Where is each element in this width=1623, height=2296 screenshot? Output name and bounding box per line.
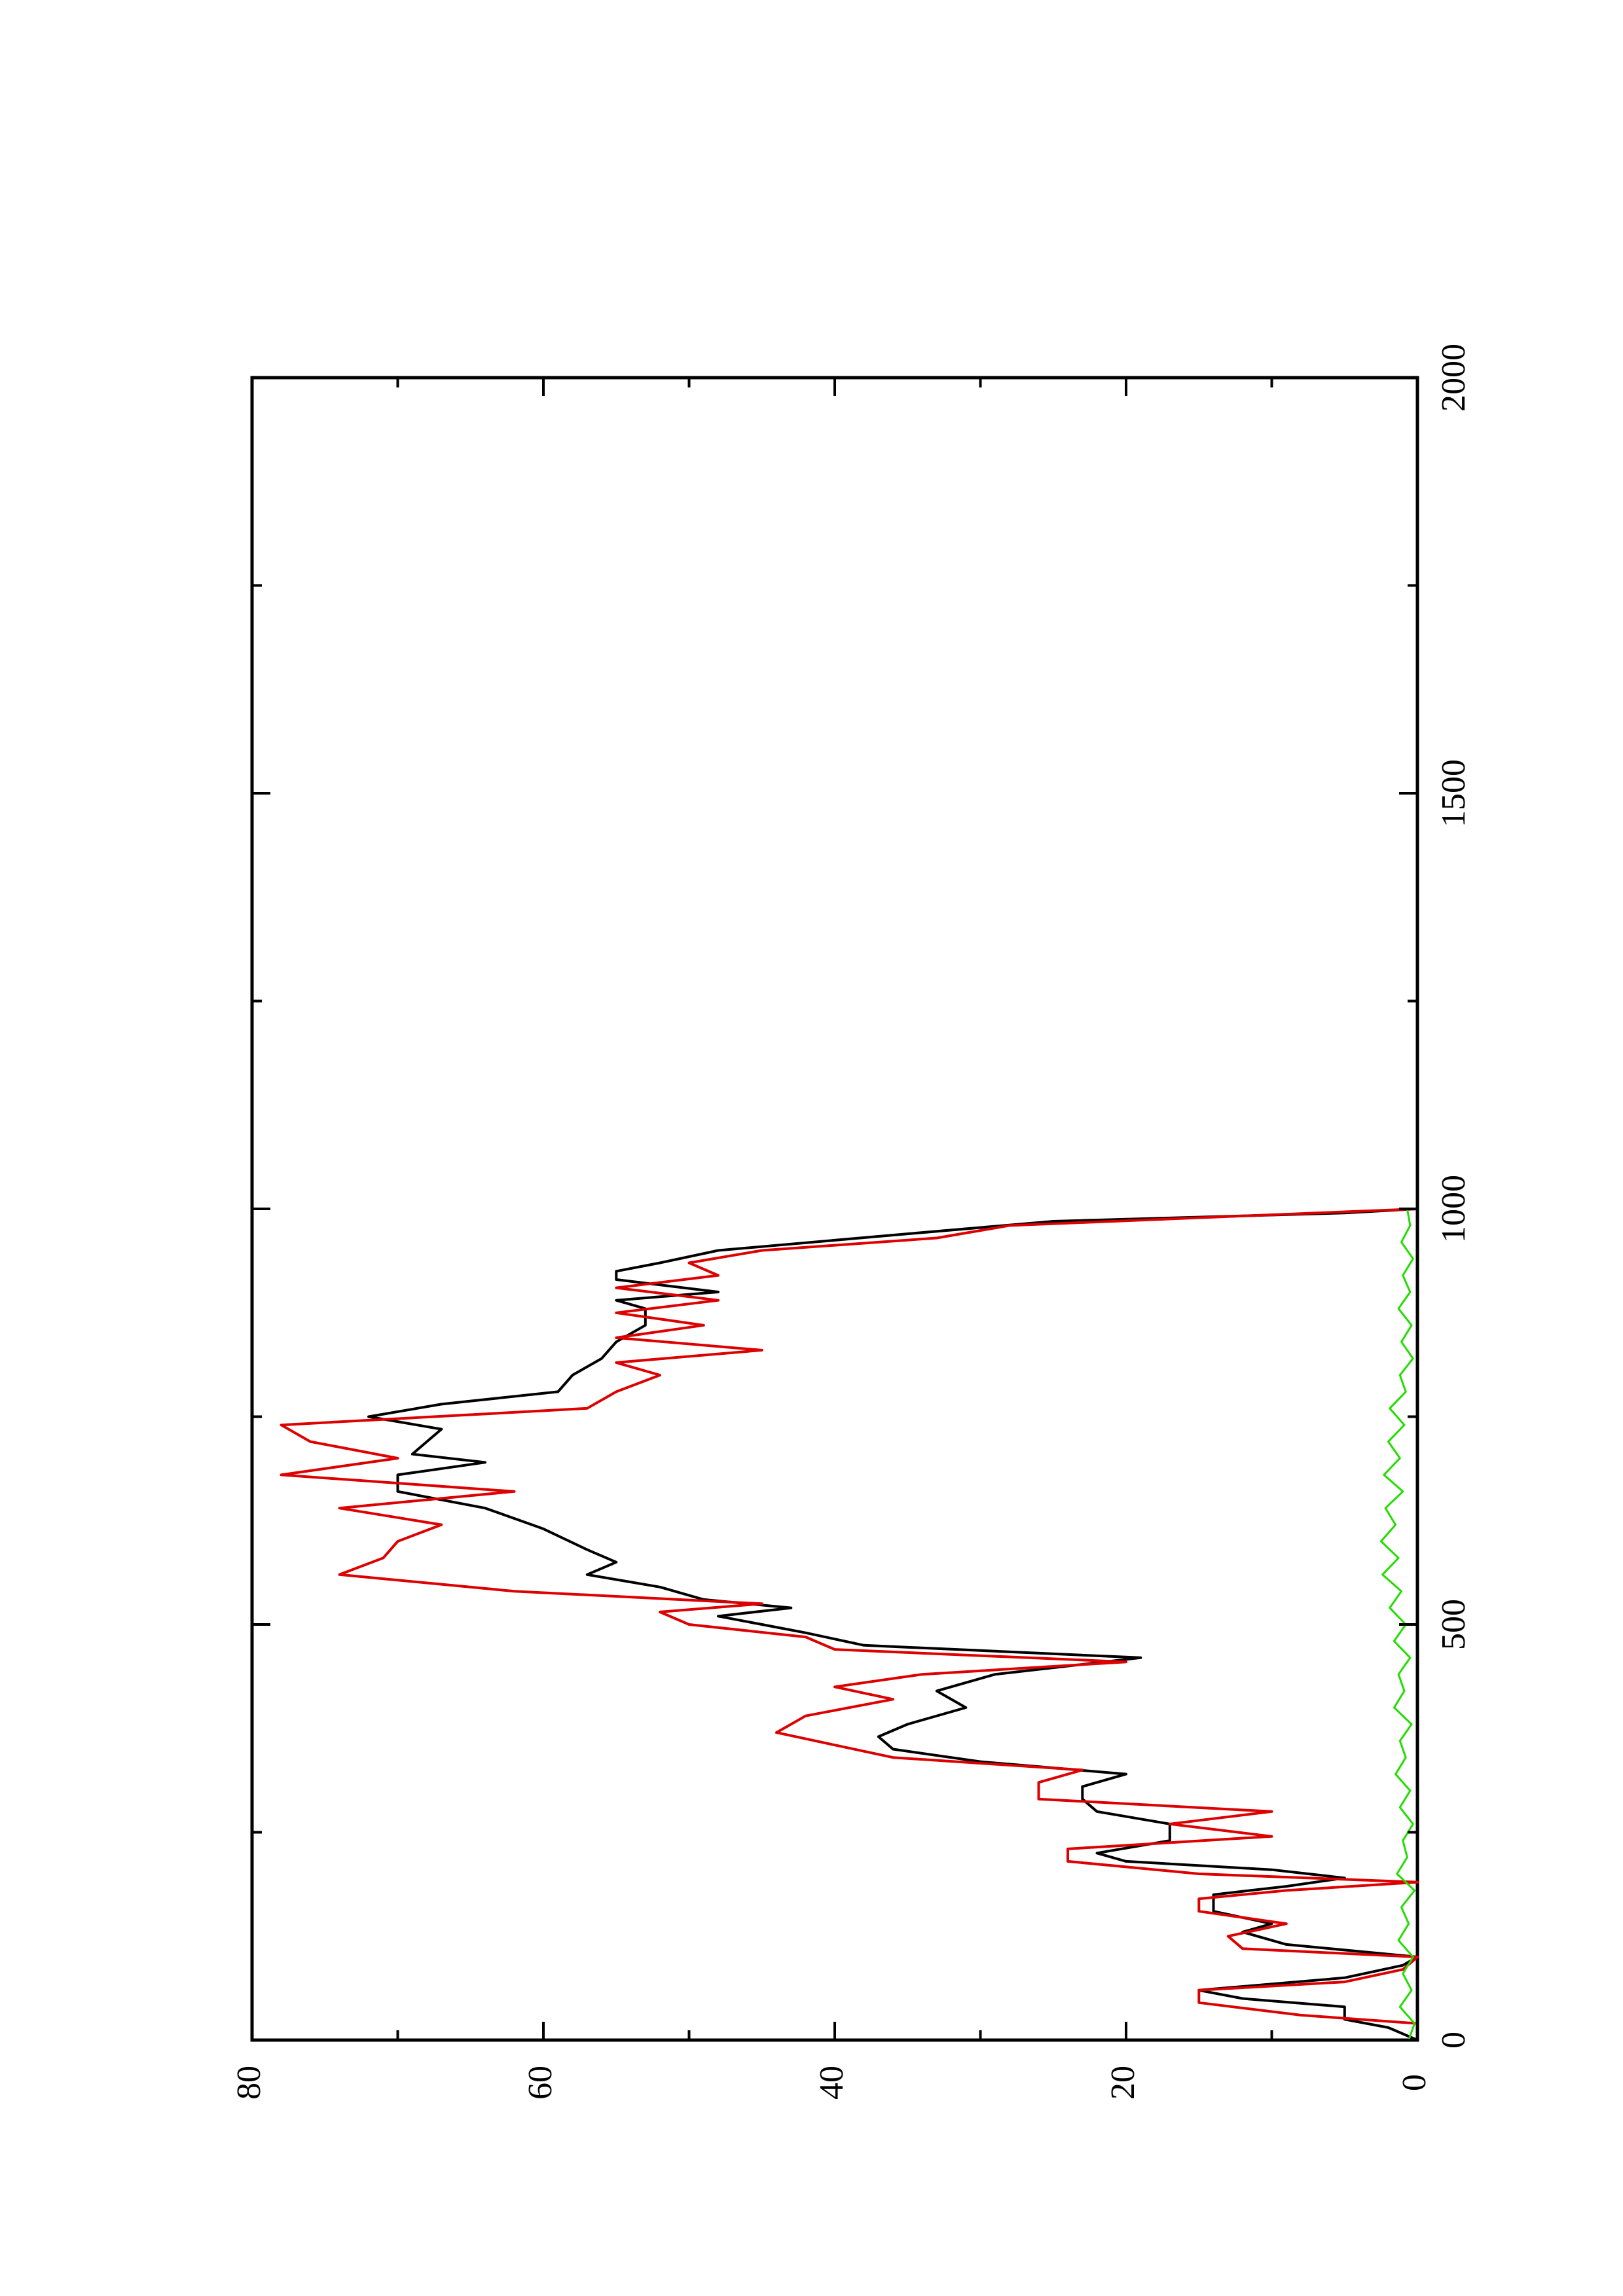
y-tick-label: 20 [1104,2066,1142,2100]
y-tick-label: 60 [522,2066,559,2100]
x-tick-label: 1500 [1435,759,1472,827]
series-line-0 [367,1208,1419,2041]
plot-frame [250,376,1419,2042]
series-line-1 [280,1208,1419,2040]
x-tick-labels: 0 500 1000 1500 2000 [1435,344,1472,2049]
x-tick-label: 1000 [1435,1175,1472,1243]
y-tick-label: 40 [813,2066,850,2100]
series-layer [280,1208,1419,2041]
y-tick-label: 80 [230,2066,268,2100]
x-tick-label: 2000 [1435,344,1472,412]
tick-layer [251,376,1419,2041]
y-tick-label: 0 [1396,2074,1433,2091]
x-tick-label: 0 [1435,2032,1472,2049]
y-tick-labels: 0 20 40 60 80 [230,2066,1433,2100]
x-tick-label: 500 [1435,1599,1472,1650]
